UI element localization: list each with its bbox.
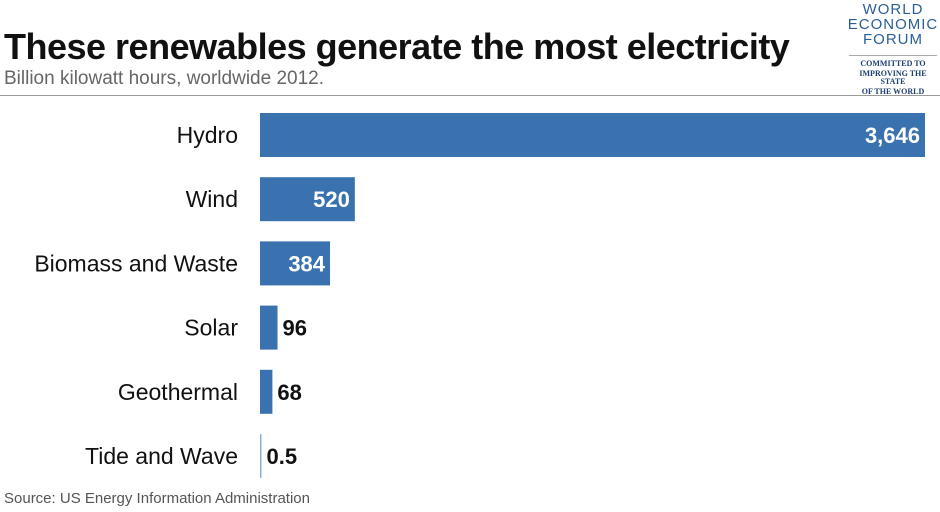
bar	[260, 241, 331, 286]
chart-title: These renewables generate the most elect…	[4, 26, 790, 67]
category-label: Biomass and Waste	[34, 250, 238, 276]
logo-tagline: OF THE WORLD	[861, 87, 925, 96]
bar	[260, 305, 278, 350]
logo-line: ECONOMIC	[847, 16, 939, 33]
value-label: 384	[288, 251, 325, 276]
bar	[260, 177, 355, 222]
category-label: Geothermal	[118, 379, 238, 405]
category-label: Wind	[186, 186, 238, 212]
value-label: 520	[313, 187, 350, 212]
logo-tagline: IMPROVING THE STATE	[859, 69, 927, 86]
logo-divider	[849, 55, 937, 56]
bar	[260, 113, 925, 157]
logo-line: WORLD	[862, 1, 924, 18]
divider	[0, 95, 940, 96]
category-label: Solar	[184, 315, 238, 341]
value-label: 3,646	[865, 123, 920, 148]
logo-line: FORUM	[863, 31, 923, 48]
value-label: 0.5	[267, 444, 298, 469]
chart-subtitle: Billion kilowatt hours, worldwide 2012.	[4, 68, 324, 89]
bar	[260, 434, 262, 478]
value-label: 68	[277, 380, 301, 405]
bar	[260, 369, 273, 414]
value-label: 96	[283, 316, 307, 341]
category-label: Tide and Wave	[85, 443, 238, 469]
source-note: Source: US Energy Information Administra…	[4, 490, 310, 507]
logo-tagline: COMMITTED TO	[860, 59, 926, 68]
category-label: Hydro	[177, 122, 238, 148]
wef-logo: WORLD ECONOMIC FORUM COMMITTED TO IMPROV…	[846, 1, 940, 96]
